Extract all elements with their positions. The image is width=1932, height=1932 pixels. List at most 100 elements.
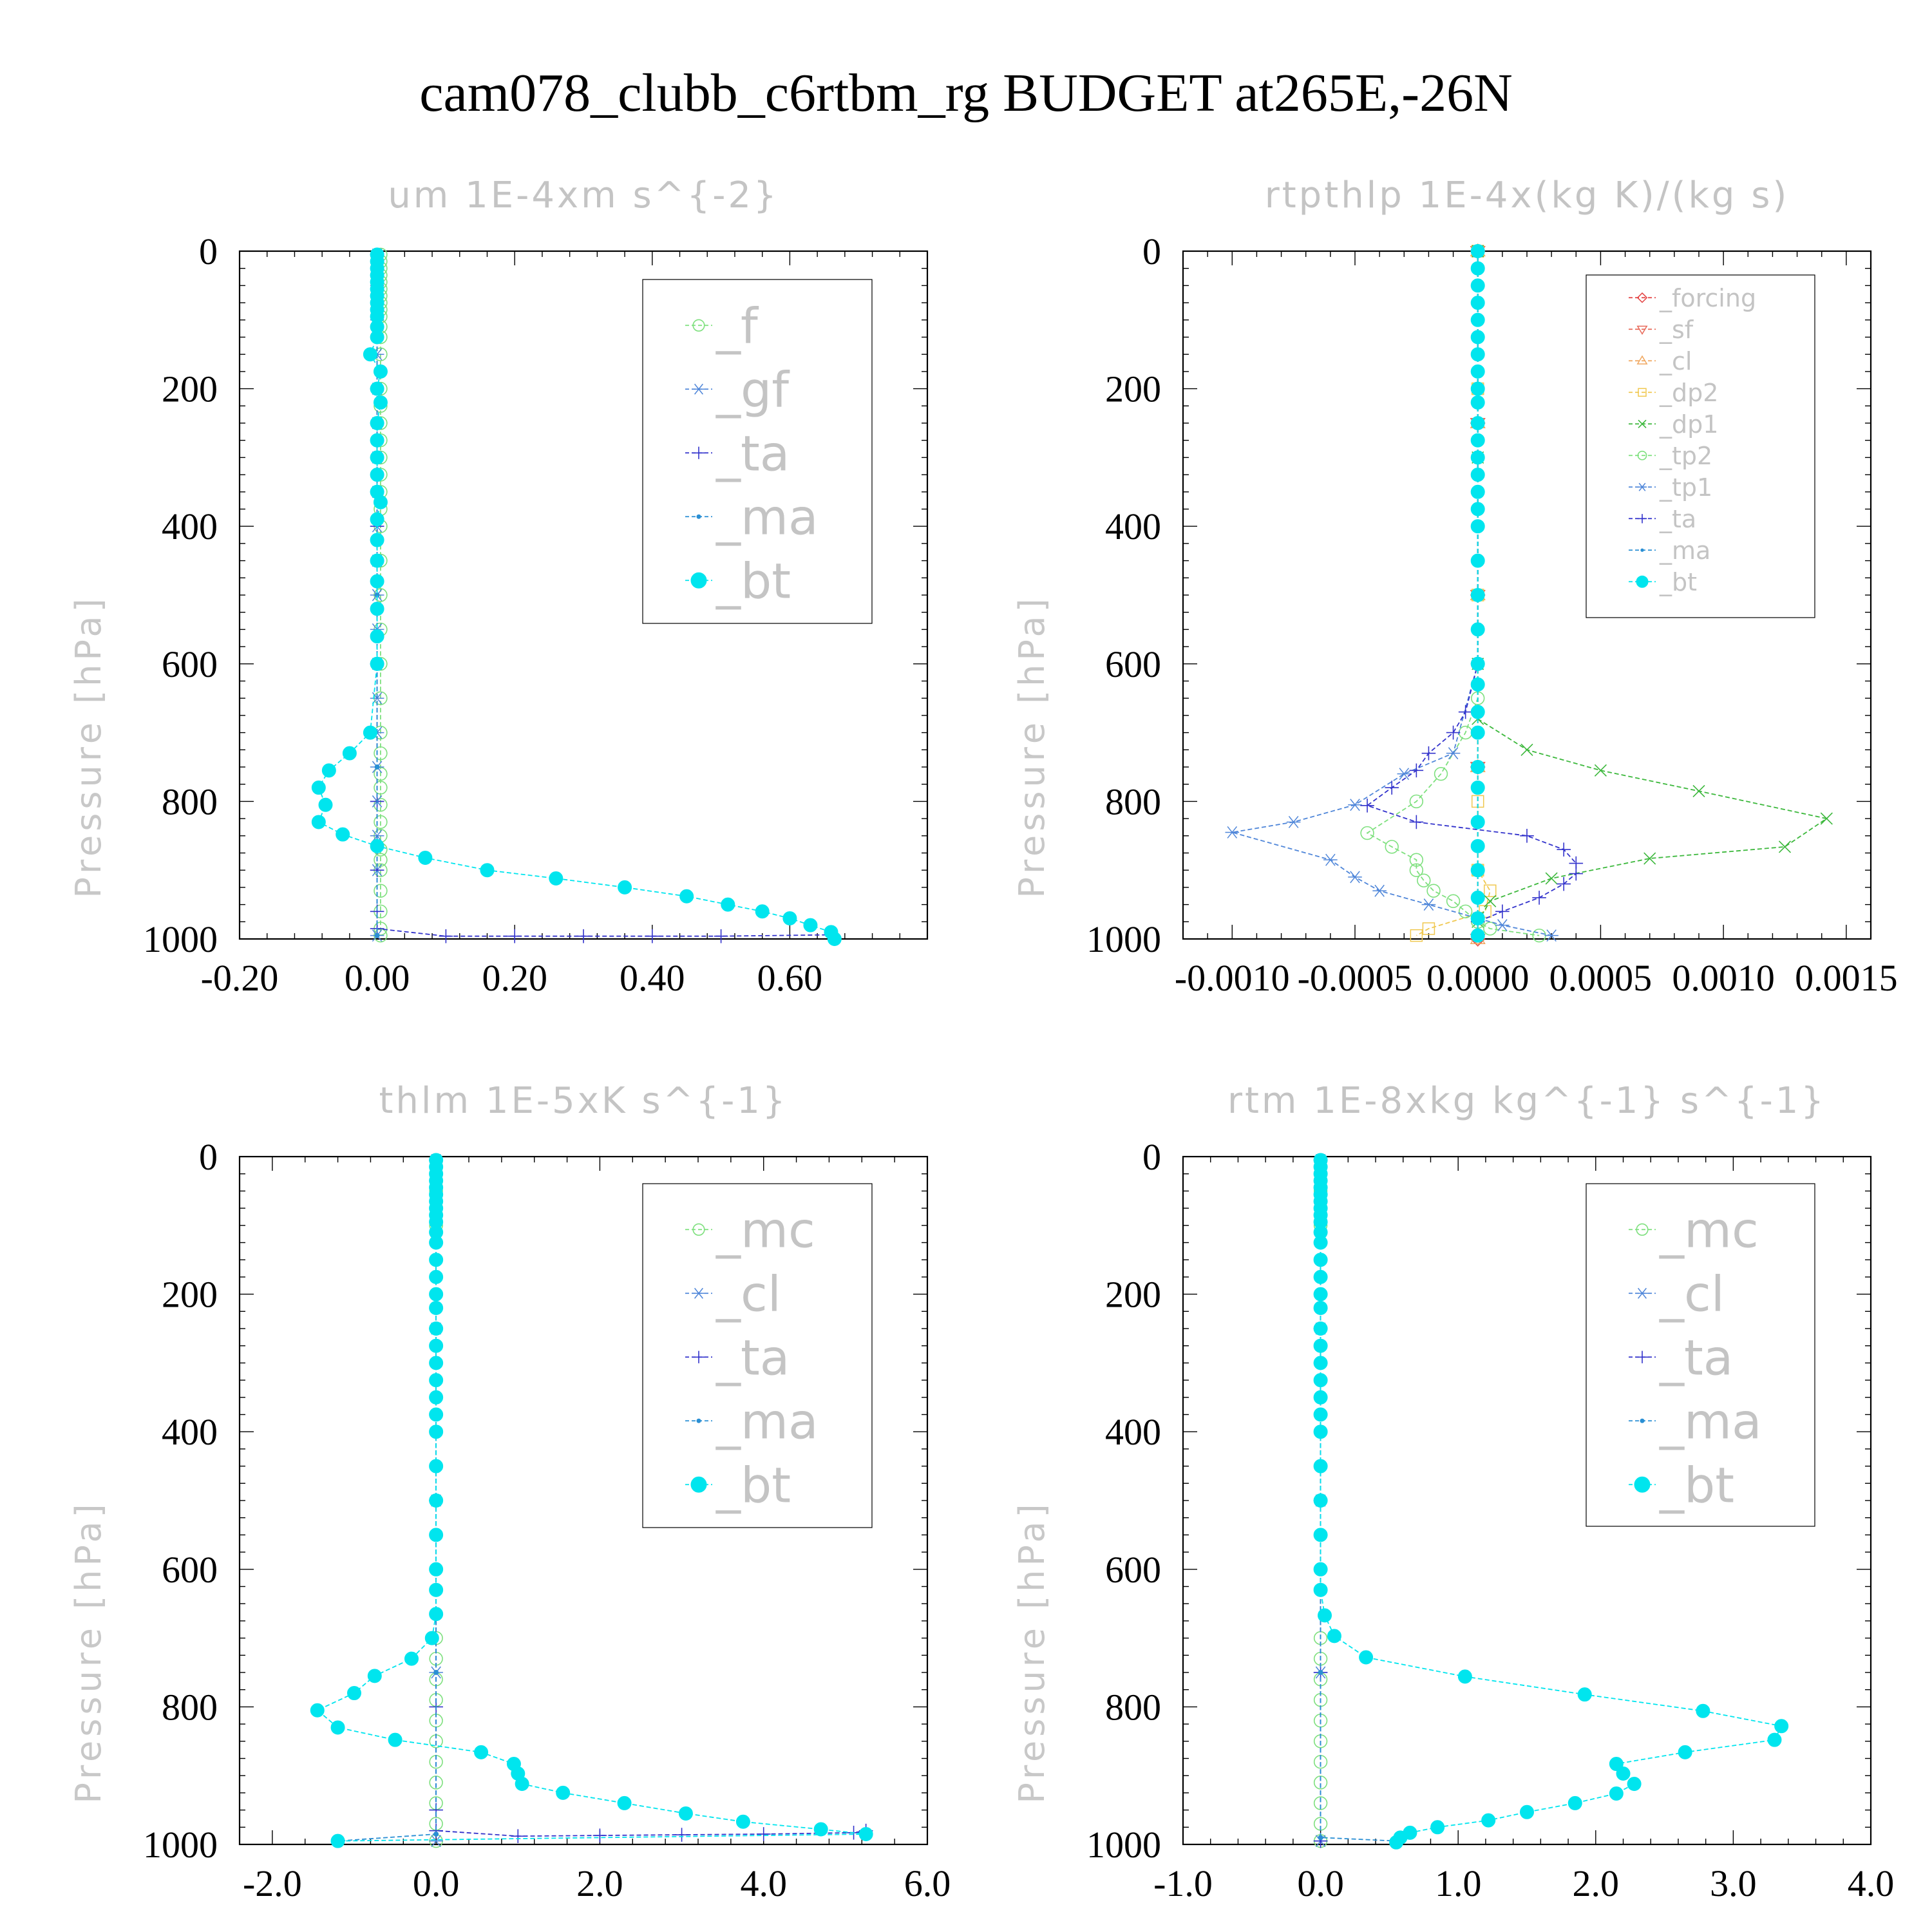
y-axis-label: Pressure [hPa] — [68, 1500, 109, 1803]
data-point — [1520, 829, 1534, 843]
legend-marker — [692, 383, 705, 395]
x-tick-label: -0.20 — [201, 957, 279, 999]
legend-label: _cl — [1659, 347, 1692, 375]
data-point — [1470, 838, 1485, 853]
data-point — [1313, 1562, 1328, 1577]
data-point — [1421, 898, 1436, 911]
data-point — [1389, 1835, 1404, 1850]
data-point — [1470, 312, 1485, 327]
data-point — [330, 1720, 345, 1735]
data-point — [370, 512, 384, 527]
data-point — [1313, 1582, 1328, 1597]
data-point — [374, 766, 388, 781]
x-tick-label: 2.0 — [576, 1862, 623, 1904]
data-point — [576, 929, 591, 943]
data-point — [404, 1651, 419, 1666]
data-point — [336, 827, 350, 842]
legend-label: _ma — [715, 489, 819, 546]
legend-marker — [1637, 482, 1647, 491]
data-point — [1495, 919, 1510, 932]
data-point — [735, 1814, 750, 1829]
data-point — [1313, 1253, 1328, 1267]
y-tick-label: 600 — [162, 1549, 218, 1591]
data-point — [433, 1832, 439, 1837]
data-point — [374, 933, 380, 938]
y-tick-label: 0 — [199, 1136, 218, 1178]
data-point — [1470, 553, 1485, 568]
data-point — [1643, 852, 1656, 865]
data-point — [429, 1300, 444, 1315]
legend: _f _gf _ta _ma _bt — [642, 279, 873, 624]
data-point — [1313, 1269, 1328, 1284]
y-tick-label: 600 — [162, 643, 218, 685]
data-point — [507, 929, 522, 943]
data-point — [1225, 826, 1240, 838]
x-tick-label: 3.0 — [1710, 1862, 1757, 1904]
y-axis-label: Pressure [hPa] — [1012, 594, 1052, 898]
data-point — [1409, 794, 1424, 809]
data-point — [1323, 853, 1338, 866]
legend-marker — [1636, 355, 1648, 365]
data-point — [827, 932, 842, 946]
legend-label: _f — [715, 298, 759, 355]
data-point — [1470, 330, 1485, 345]
data-point — [1422, 922, 1435, 935]
chart-panel: um 1E-4xm s^{-2} Pressure [hPa] 0 200 400 600… — [68, 175, 929, 999]
data-point — [1470, 468, 1485, 482]
legend-marker — [692, 1223, 705, 1236]
data-point — [1696, 1703, 1710, 1718]
data-point — [1470, 705, 1485, 719]
data-point — [1470, 278, 1485, 293]
data-point — [1627, 1777, 1642, 1792]
legend-label: _dp1 — [1659, 410, 1718, 439]
data-point — [515, 1777, 529, 1792]
data-point — [1286, 815, 1301, 828]
data-point — [429, 1425, 444, 1439]
series-bt — [1313, 1153, 1789, 1850]
legend-label: _cl — [715, 1265, 781, 1323]
legend-marker — [1636, 1350, 1649, 1363]
data-point — [374, 746, 388, 761]
data-point — [782, 911, 797, 925]
x-tick-label: 2.0 — [1573, 1862, 1620, 1904]
data-point — [618, 880, 632, 895]
data-point — [1569, 866, 1584, 881]
y-tick-label: 0 — [1142, 1136, 1161, 1178]
legend-label: _ta — [715, 1329, 790, 1387]
legend-marker — [690, 572, 707, 589]
x-tick-label: -0.0010 — [1175, 957, 1290, 999]
data-point — [678, 1806, 693, 1821]
data-point — [1484, 895, 1497, 907]
panel-title: rtm 1E-8xkg kg^{-1} s^{-1} — [1227, 1080, 1826, 1122]
legend-marker — [690, 1476, 707, 1493]
legend-marker — [692, 1350, 705, 1363]
data-point — [1470, 364, 1485, 379]
legend-marker — [1634, 1476, 1651, 1493]
series-bt — [310, 1153, 873, 1848]
data-point — [429, 1287, 444, 1302]
data-point — [429, 1321, 444, 1336]
legend-label: _bt — [1659, 1457, 1734, 1514]
data-point — [429, 1356, 444, 1370]
data-point — [374, 592, 380, 598]
y-tick-label: 1000 — [143, 918, 218, 960]
data-point — [370, 601, 384, 616]
legend-label: _bt — [1659, 568, 1697, 596]
data-point — [1470, 450, 1485, 465]
data-point — [1458, 904, 1473, 918]
data-point — [1313, 1356, 1328, 1370]
legend-label: _tp1 — [1659, 473, 1712, 502]
data-point — [1470, 519, 1485, 534]
data-point — [310, 1703, 325, 1718]
y-tick-label: 200 — [1105, 368, 1161, 410]
data-point — [429, 1390, 444, 1405]
data-point — [429, 1373, 444, 1388]
data-point — [1692, 784, 1705, 797]
y-tick-label: 400 — [1105, 1411, 1161, 1453]
x-tick-label: 0.0000 — [1426, 957, 1530, 999]
data-point — [1360, 826, 1374, 840]
data-point — [429, 1835, 443, 1848]
data-point — [370, 381, 384, 396]
data-point — [1545, 872, 1558, 885]
x-tick-label: 1.0 — [1435, 1862, 1482, 1904]
